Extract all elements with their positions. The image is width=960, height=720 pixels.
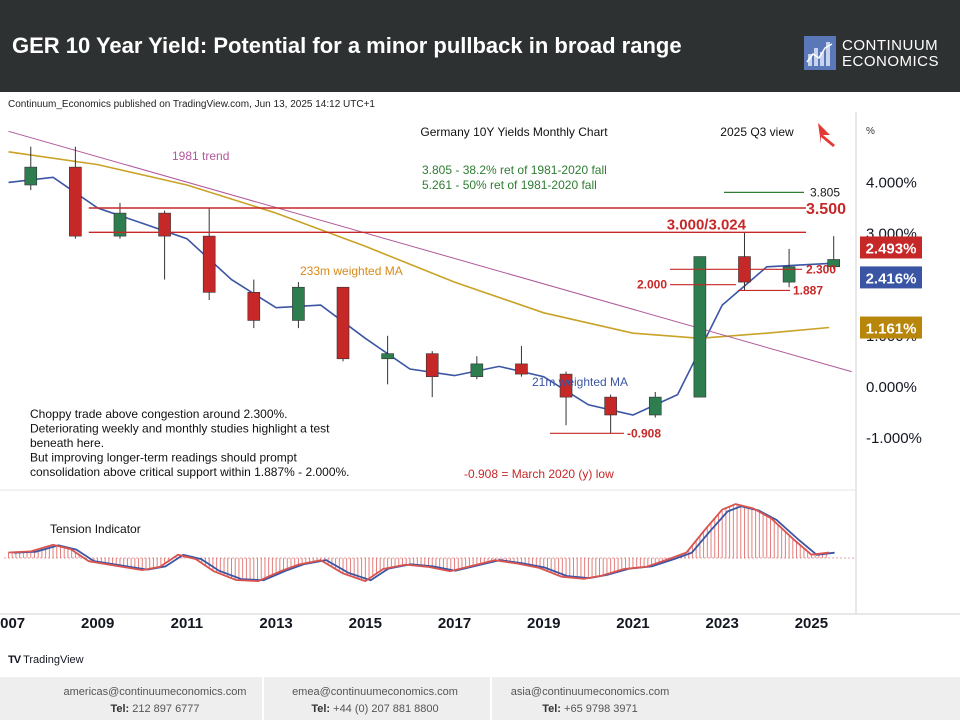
ma233-line — [8, 151, 830, 340]
company-logo: CONTINUUM ECONOMICS — [804, 36, 944, 72]
tension-histogram — [7, 504, 827, 582]
candle-body — [782, 266, 796, 283]
tension-line — [8, 503, 830, 583]
candle-body — [648, 396, 662, 416]
publish-info: Continuum_Economics published on Trading… — [8, 99, 375, 110]
tel-label: Tel: — [110, 703, 130, 715]
level-3805-label: 3.805 — [810, 185, 840, 199]
price-tag-label: 2.416% — [866, 270, 917, 287]
ma21-label: 21m weighted MA — [532, 375, 628, 389]
tel-number: 212 897 6777 — [132, 703, 200, 715]
level-3500-label: 3.500 — [806, 201, 846, 218]
x-tick-label: 2021 — [616, 615, 649, 632]
level-3000-label: 3.000/3.024 — [667, 216, 747, 233]
footer-asia: asia@continuumeconomics.com Tel: +65 979… — [495, 677, 685, 720]
tradingview-mark-icon: TV — [8, 654, 21, 666]
footer-phone: Tel: +65 9798 3971 — [495, 703, 685, 715]
commentary-line: Deteriorating weekly and monthly studies… — [30, 422, 330, 436]
fib-50-label: 5.261 - 50% ret of 1981-2020 fall — [422, 178, 597, 192]
x-tick-label: 2009 — [81, 615, 114, 632]
ma233-label: 233m weighted MA — [300, 264, 403, 278]
chart-title: Germany 10Y Yields Monthly Chart — [420, 125, 608, 139]
logo-text: CONTINUUM ECONOMICS — [842, 38, 939, 70]
price-tag — [860, 316, 922, 339]
price-tag-label: 2.493% — [866, 240, 917, 257]
trend-1981-label: 1981 trend — [172, 149, 229, 163]
price-tag-label: 1.161% — [866, 321, 917, 338]
commentary-line: Choppy trade above congestion around 2.3… — [30, 407, 288, 421]
tradingview-logo: TV TradingView — [8, 654, 84, 666]
tel-label: Tel: — [311, 703, 331, 715]
candle-body — [336, 286, 350, 360]
price-tag — [860, 266, 922, 289]
candle-body — [470, 363, 484, 377]
ma21-line — [8, 176, 830, 416]
footer-email[interactable]: asia@continuumeconomics.com — [510, 686, 670, 698]
level-low-label: -0.908 — [627, 426, 661, 440]
candle-body — [381, 353, 394, 360]
commentary-line: consolidation above critical support wit… — [30, 465, 350, 479]
footer-email[interactable]: emea@continuumeconomics.com — [292, 686, 458, 698]
candle-body — [559, 373, 573, 398]
x-tick-label: 2013 — [259, 615, 292, 632]
y-tick-label: 0.000% — [866, 379, 917, 396]
footer-americas: americas@continuumeconomics.com Tel: 212… — [55, 677, 255, 720]
footer-phone: Tel: 212 897 6777 — [55, 703, 255, 715]
y-unit-label: % — [866, 126, 875, 137]
y-tick-label: 4.000% — [866, 174, 917, 191]
footer-phone: Tel: +44 (0) 207 881 8800 — [270, 703, 480, 715]
candle-body — [158, 212, 171, 237]
down-arrow-icon — [818, 123, 835, 147]
x-tick-label: 2025 — [795, 615, 828, 632]
candle-body — [827, 259, 840, 268]
level-2300-label: 2.300 — [806, 262, 836, 276]
candle-body — [202, 235, 216, 293]
logo-line-1: CONTINUUM — [842, 37, 939, 54]
logo-line-2: ECONOMICS — [842, 53, 940, 70]
candle-body — [515, 363, 528, 375]
candle-body — [292, 286, 305, 321]
price-tag — [860, 236, 922, 259]
tel-number: +44 (0) 207 881 8800 — [333, 703, 439, 715]
tel-number: +65 9798 3971 — [564, 703, 638, 715]
x-tick-label: 2017 — [438, 615, 471, 632]
level-1887-label: 1.887 — [793, 283, 823, 297]
level-2000-label: 2.000 — [637, 278, 667, 292]
candle-body — [69, 166, 82, 237]
footer-email[interactable]: americas@continuumeconomics.com — [63, 686, 247, 698]
title-bar: GER 10 Year Yield: Potential for a minor… — [0, 0, 960, 92]
candle-body — [247, 292, 261, 321]
tradingview-label: TradingView — [23, 654, 84, 666]
trend-1981-line — [8, 130, 852, 373]
fib-382-label: 3.805 - 38.2% ret of 1981-2020 fall — [422, 163, 607, 177]
x-tick-label: 2019 — [527, 615, 560, 632]
x-tick-label: 2007 — [0, 615, 25, 632]
view-label: 2025 Q3 view — [720, 125, 794, 139]
x-tick-label: 2011 — [171, 615, 204, 632]
commentary-line: But improving longer-term readings shoul… — [30, 451, 297, 465]
tension-title: Tension Indicator — [50, 522, 141, 536]
logo-chart-icon — [804, 36, 836, 70]
low-annotation: -0.908 = March 2020 (y) low — [464, 467, 614, 481]
candle-body — [693, 256, 707, 398]
candle-body — [425, 353, 439, 377]
contact-footer: americas@continuumeconomics.com Tel: 212… — [0, 677, 960, 720]
footer-divider — [262, 677, 264, 720]
candle-body — [113, 212, 127, 237]
candle-body — [24, 166, 38, 186]
x-tick-label: 2023 — [705, 615, 738, 632]
x-tick-label: 2015 — [349, 615, 382, 632]
yield-chart: 4.000%3.000%1.000%0.000%-1.000%%20072009… — [0, 112, 960, 632]
tel-label: Tel: — [542, 703, 561, 715]
footer-divider — [490, 677, 492, 720]
y-tick-label: -1.000% — [866, 430, 922, 447]
commentary-line: beneath here. — [30, 436, 104, 450]
candle-body — [604, 396, 617, 416]
page-title: GER 10 Year Yield: Potential for a minor… — [12, 33, 682, 58]
footer-emea: emea@continuumeconomics.com Tel: +44 (0)… — [270, 677, 480, 720]
